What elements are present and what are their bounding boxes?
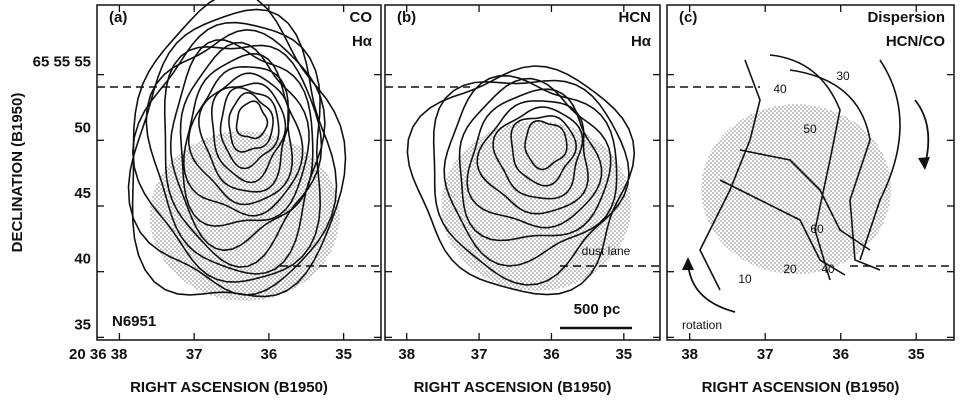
tracer-label: HCN/CO xyxy=(886,33,945,50)
contour xyxy=(443,74,618,267)
x-tick-label: 37 xyxy=(757,346,774,363)
contour xyxy=(235,100,269,140)
y-tick-label: 50 xyxy=(74,119,91,136)
panel-label: (c) xyxy=(679,9,697,26)
x-tick-label: 36 xyxy=(832,346,849,363)
contour xyxy=(789,69,881,271)
arrow xyxy=(687,261,736,313)
contour xyxy=(476,100,589,215)
contour xyxy=(219,86,280,170)
contour-label: 60 xyxy=(810,222,824,236)
contour-label: 40 xyxy=(821,262,835,276)
panel-frame xyxy=(666,4,955,341)
y-axis-label: DECLINATION (B1950) xyxy=(9,93,26,253)
panel-frame xyxy=(384,4,661,341)
dust-lane-lines xyxy=(97,86,954,330)
contour xyxy=(739,149,871,251)
contour-label: 50 xyxy=(803,122,817,136)
tracer-label: CO xyxy=(350,9,373,26)
contour xyxy=(458,77,612,242)
x-tick-label: 38 xyxy=(398,346,415,363)
panel: 38 37 36 35 RIGHT ASCENSION (B1950) (c) Disper… xyxy=(666,4,955,396)
contour xyxy=(169,39,314,252)
x-tick-label: 35 xyxy=(908,346,925,363)
panel: 20 36 38 37 36 35 35 40 45 50 65 55 55 DECLINATIO… xyxy=(9,0,382,396)
contour xyxy=(769,54,841,281)
x-tick-label: 35 xyxy=(615,346,632,363)
contour xyxy=(210,82,287,184)
contour-label: 10 xyxy=(738,272,752,286)
halpha-stipple xyxy=(149,131,340,302)
annotation: 500 pc xyxy=(574,301,621,318)
contour xyxy=(198,72,290,193)
annotation: N6951 xyxy=(112,313,156,330)
contour xyxy=(432,79,630,286)
contour-label: 20 xyxy=(783,262,797,276)
contour xyxy=(406,65,636,296)
x-tick-label: 38 xyxy=(681,346,698,363)
x-tick-label: 36 xyxy=(261,346,278,363)
tracer-label: Dispersion xyxy=(867,9,945,26)
tracer-label: Hα xyxy=(352,33,373,50)
x-tick-label: 35 xyxy=(335,346,352,363)
contour xyxy=(859,59,901,261)
x-tick-label: 36 xyxy=(543,346,560,363)
annotation: dust lane xyxy=(582,244,631,258)
x-axis-label: RIGHT ASCENSION (B1950) xyxy=(130,379,328,396)
annotation: rotation xyxy=(682,318,722,332)
y-tick-label: 40 xyxy=(74,251,91,268)
contour xyxy=(131,0,347,298)
contour xyxy=(163,44,323,268)
contour xyxy=(179,41,310,227)
x-tick-label: 20 36 38 xyxy=(69,346,127,363)
x-axis-label: RIGHT ASCENSION (B1950) xyxy=(414,379,612,396)
panels: 20 36 38 37 36 35 35 40 45 50 65 55 55 DECLINATIO… xyxy=(9,0,955,396)
tracer-label: Hα xyxy=(631,33,652,50)
contour xyxy=(228,91,274,153)
contour xyxy=(145,28,326,275)
contour xyxy=(524,119,568,171)
y-tick-label: 35 xyxy=(74,316,91,333)
x-axis-label: RIGHT ASCENSION (B1950) xyxy=(702,379,900,396)
arrow xyxy=(914,99,930,166)
panel-frame xyxy=(96,4,382,341)
arrow-head xyxy=(918,157,930,170)
x-tick-label: 37 xyxy=(471,346,488,363)
y-tick-label: 65 55 55 xyxy=(33,54,91,71)
contour-label: 40 xyxy=(773,82,787,96)
y-tick-label: 45 xyxy=(74,185,91,202)
contour xyxy=(719,179,846,276)
contour xyxy=(492,106,584,200)
tracer-label: HCN xyxy=(619,9,652,26)
x-tick-label: 37 xyxy=(186,346,203,363)
contour xyxy=(510,115,577,187)
arrow-head xyxy=(682,257,694,270)
contour-label: 30 xyxy=(836,69,850,83)
contour xyxy=(699,59,761,291)
panel-label: (a) xyxy=(109,9,127,26)
panel-label: (b) xyxy=(397,9,416,26)
halpha-stipple xyxy=(441,121,632,291)
